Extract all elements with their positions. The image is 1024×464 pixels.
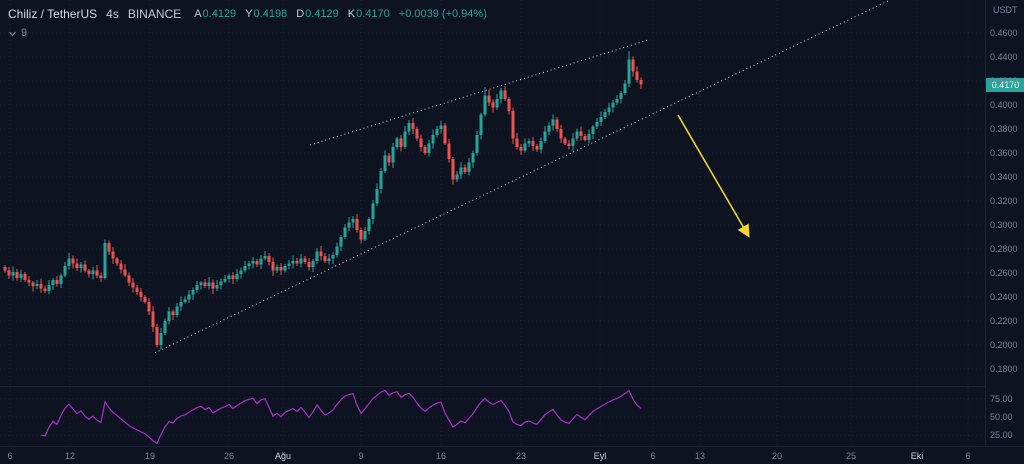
main-chart[interactable] — [0, 0, 985, 386]
currency-label: USDT — [993, 5, 1018, 15]
price-axis[interactable]: USDT 0.4170 0.4600 0.4400 0.4200 0.4000 0.38… — [985, 0, 1024, 446]
time-tick-label: 6 — [7, 451, 13, 461]
ohlc-item: K 0.4170 — [347, 8, 390, 20]
price-tick-label: 0.3600 — [990, 148, 1018, 158]
indicator-legend-value: 9 — [21, 27, 28, 39]
ohlc-item: D 0.4129 — [296, 8, 339, 20]
time-tick-label: 13 — [694, 451, 706, 461]
time-tick-label: 26 — [223, 451, 235, 461]
ohlc-item: A 0.4129 — [194, 8, 237, 20]
grid — [0, 0, 985, 386]
time-tick-label: 23 — [515, 451, 527, 461]
ohlc-values: A 0.4129 Y 0.4198 D 0.4129 K 0.4170 — [194, 8, 390, 20]
price-tick-label: 0.4600 — [990, 28, 1018, 38]
price-tick-label: 0.2800 — [990, 244, 1018, 254]
time-tick-label: 19 — [144, 451, 156, 461]
symbol-header: Chiliz / TetherUS 4s BINANCE A 0.4129 Y 0.4… — [8, 7, 487, 21]
candles — [3, 51, 643, 350]
time-axis[interactable]: 6 12 19 26 Ağu 9 16 23 Eyl 6 13 20 25 Eki 6 — [0, 446, 1024, 464]
time-tick-label: 6 — [965, 451, 971, 461]
symbol-name[interactable]: Chiliz / TetherUS — [8, 7, 98, 21]
price-tick-label: 0.3000 — [990, 220, 1018, 230]
indicator-tick-label: 25.00 — [990, 430, 1013, 441]
time-tick-label: Eyl — [593, 451, 607, 461]
time-tick-label: Eki — [910, 451, 924, 461]
change-value: +0.0039 (+0.94%) — [398, 8, 487, 20]
exchange-label: BINANCE — [127, 7, 182, 21]
price-tick-label: 0.4400 — [990, 52, 1018, 62]
last-price-label: 0.4170 — [986, 77, 1024, 92]
rsi-line — [40, 389, 642, 445]
wedge-upper-trendline[interactable] — [309, 39, 649, 146]
time-tick-label: 9 — [358, 451, 364, 461]
price-tick-label: 0.1800 — [990, 364, 1018, 374]
ohlc-item: Y 0.4198 — [245, 8, 288, 20]
price-tick-label: 0.2400 — [990, 292, 1018, 302]
price-tick-label: 0.2600 — [990, 268, 1018, 278]
price-tick-label: 0.4200 — [990, 76, 1018, 86]
price-tick-label: 0.2000 — [990, 340, 1018, 350]
indicator-tick-label: 50.00 — [990, 411, 1013, 422]
indicator-tick-label: 75.00 — [990, 393, 1013, 404]
time-tick-label: 6 — [650, 451, 656, 461]
wedge-lower-trendline[interactable] — [154, 0, 891, 354]
time-tick-label: 12 — [64, 451, 76, 461]
time-tick-label: 20 — [771, 451, 783, 461]
time-tick-label: 16 — [435, 451, 447, 461]
price-tick-label: 0.4000 — [990, 100, 1018, 110]
price-tick-label: 0.3400 — [990, 172, 1018, 182]
interval-label[interactable]: 4s — [106, 7, 119, 21]
price-tick-label: 0.3800 — [990, 124, 1018, 134]
indicator-legend[interactable]: 9 — [8, 27, 27, 39]
time-tick-label: 25 — [845, 451, 857, 461]
chevron-down-icon — [9, 31, 16, 36]
drawn-arrow[interactable] — [677, 114, 750, 238]
price-tick-label: 0.3200 — [990, 196, 1018, 206]
price-tick-label: 0.2200 — [990, 316, 1018, 326]
indicator-pane[interactable] — [0, 386, 985, 447]
time-tick-label: Ağu — [274, 451, 292, 461]
